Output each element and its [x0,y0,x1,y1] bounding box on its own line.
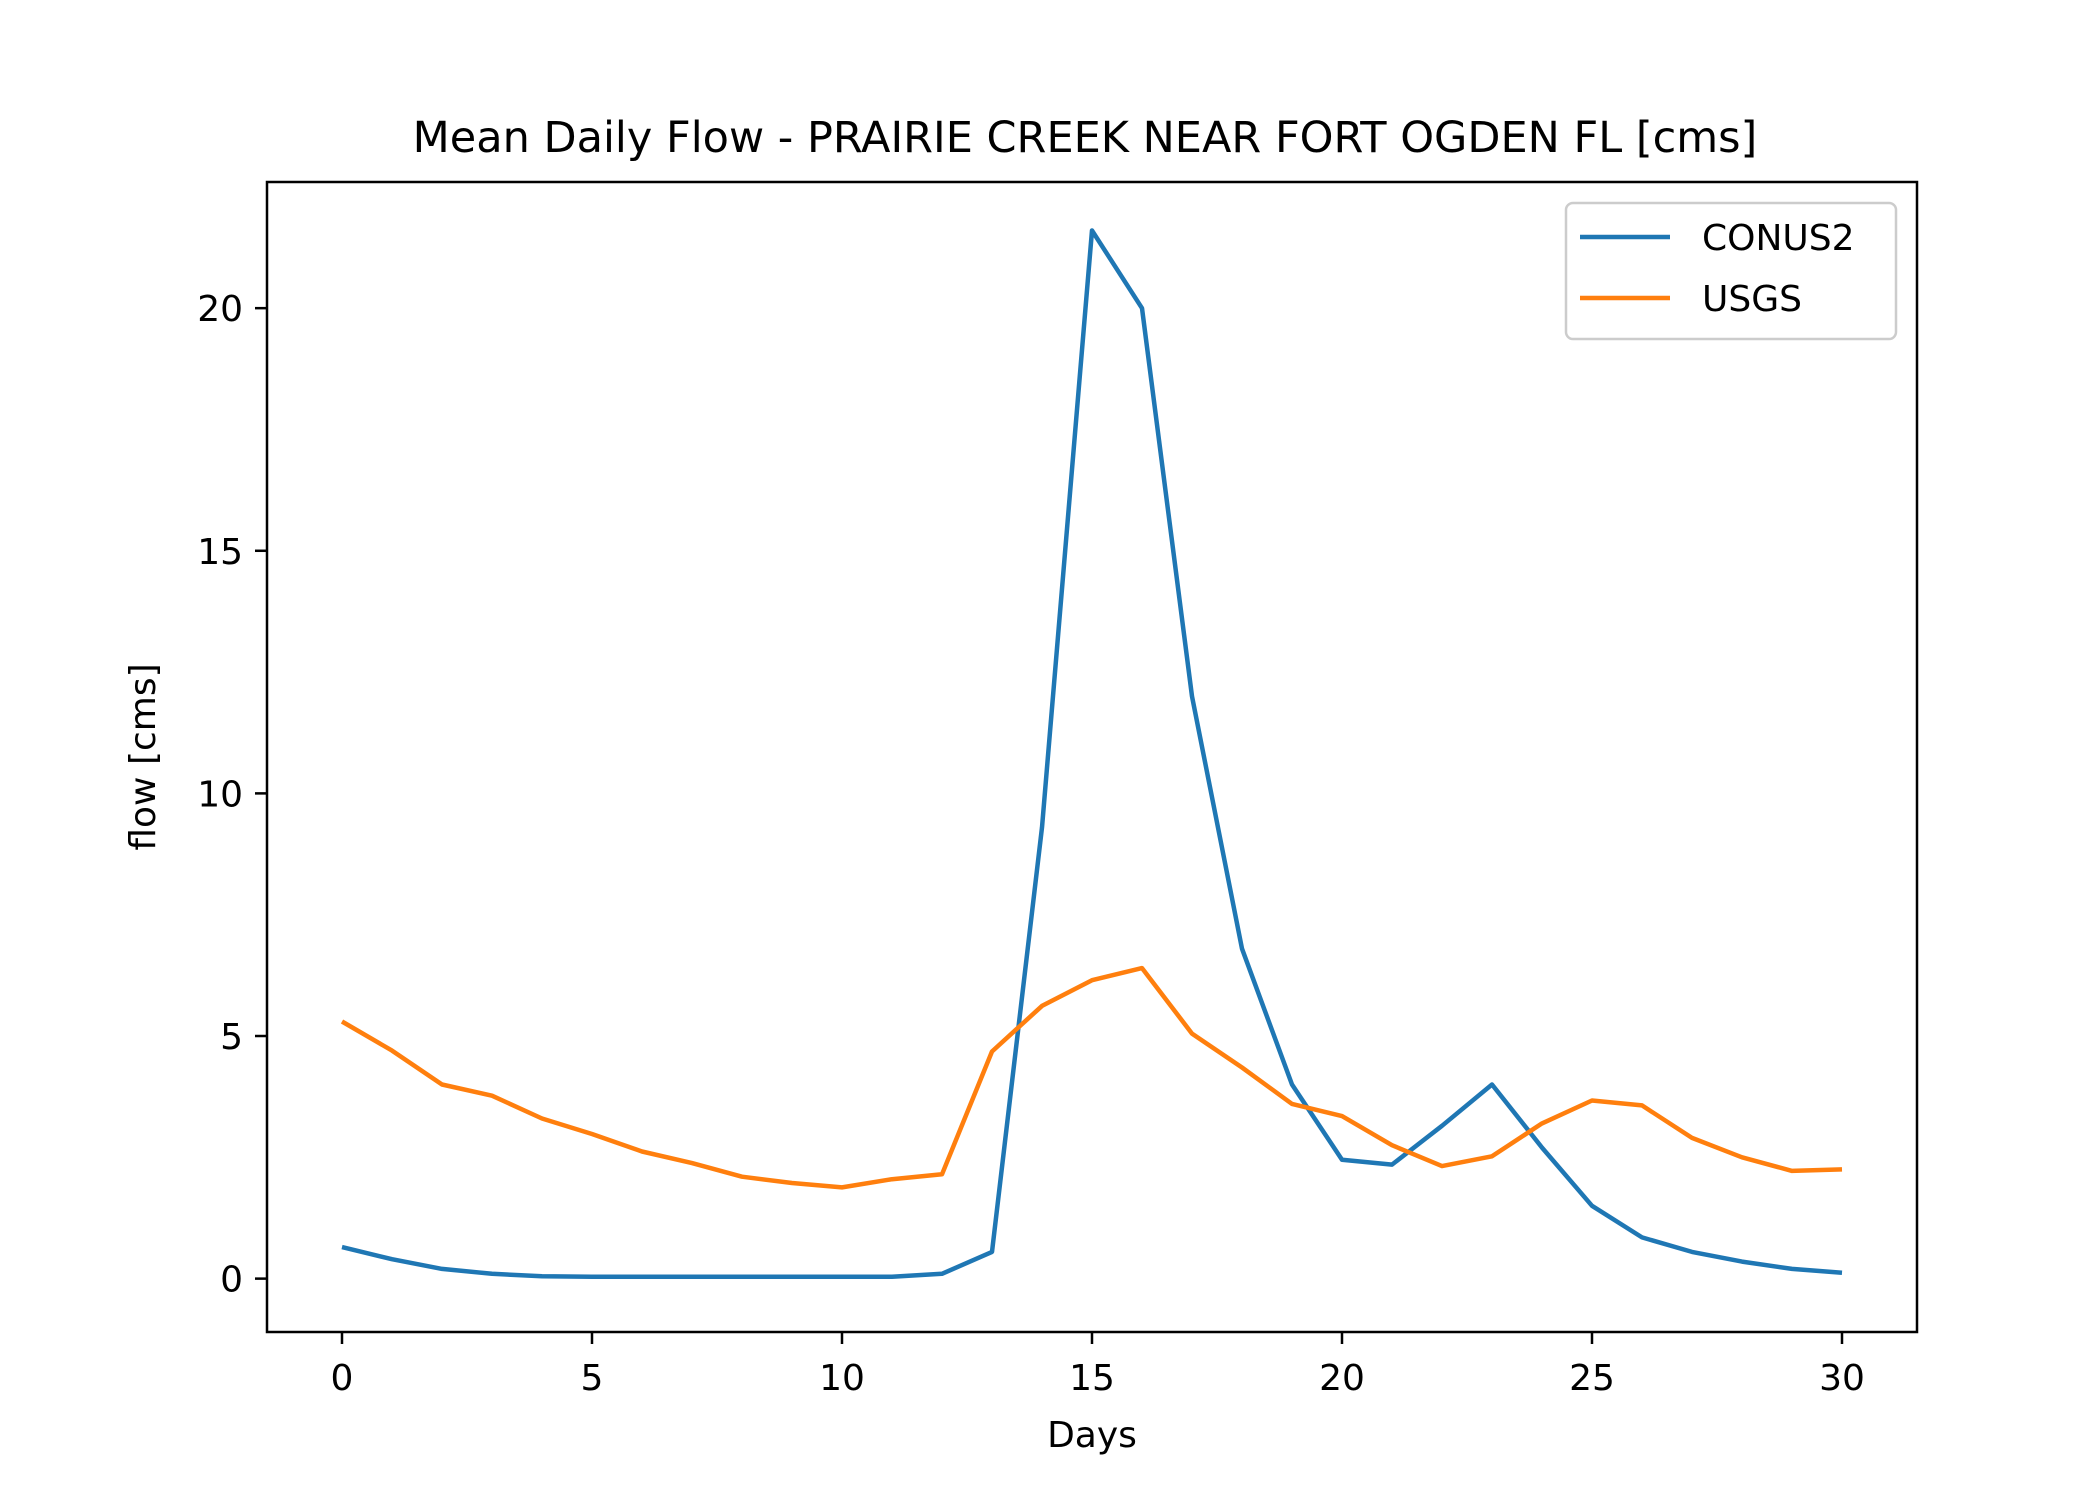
x-tick-label: 25 [1569,1358,1615,1399]
y-tick-label: 5 [220,1017,243,1058]
chart-title: Mean Daily Flow - PRAIRIE CREEK NEAR FOR… [413,113,1758,163]
y-tick-label: 0 [220,1260,243,1301]
x-tick-label: 20 [1319,1358,1365,1399]
y-axis-label: flow [cms] [123,663,164,850]
x-tick-label: 30 [1819,1358,1865,1399]
legend: CONUS2 USGS [1564,201,1898,341]
x-tick-label: 5 [581,1358,604,1399]
y-tick-label: 20 [197,289,243,330]
series-line-conus2 [341,228,1843,1279]
y-tick-label: 10 [197,774,243,815]
x-tick-label: 10 [819,1358,865,1399]
series-line-usgs [340,965,1843,1190]
x-axis-label: Days [1047,1415,1137,1456]
legend-label-usgs: USGS [1702,279,1802,320]
x-axis: 0 5 10 15 20 25 30 [331,1332,1865,1399]
y-tick-label: 15 [197,532,243,573]
x-tick-label: 15 [1069,1358,1115,1399]
x-tick-label: 0 [331,1358,354,1399]
series-layer [340,228,1843,1279]
y-axis: 0 5 10 15 20 [197,289,267,1301]
legend-label-conus2: CONUS2 [1702,218,1855,259]
